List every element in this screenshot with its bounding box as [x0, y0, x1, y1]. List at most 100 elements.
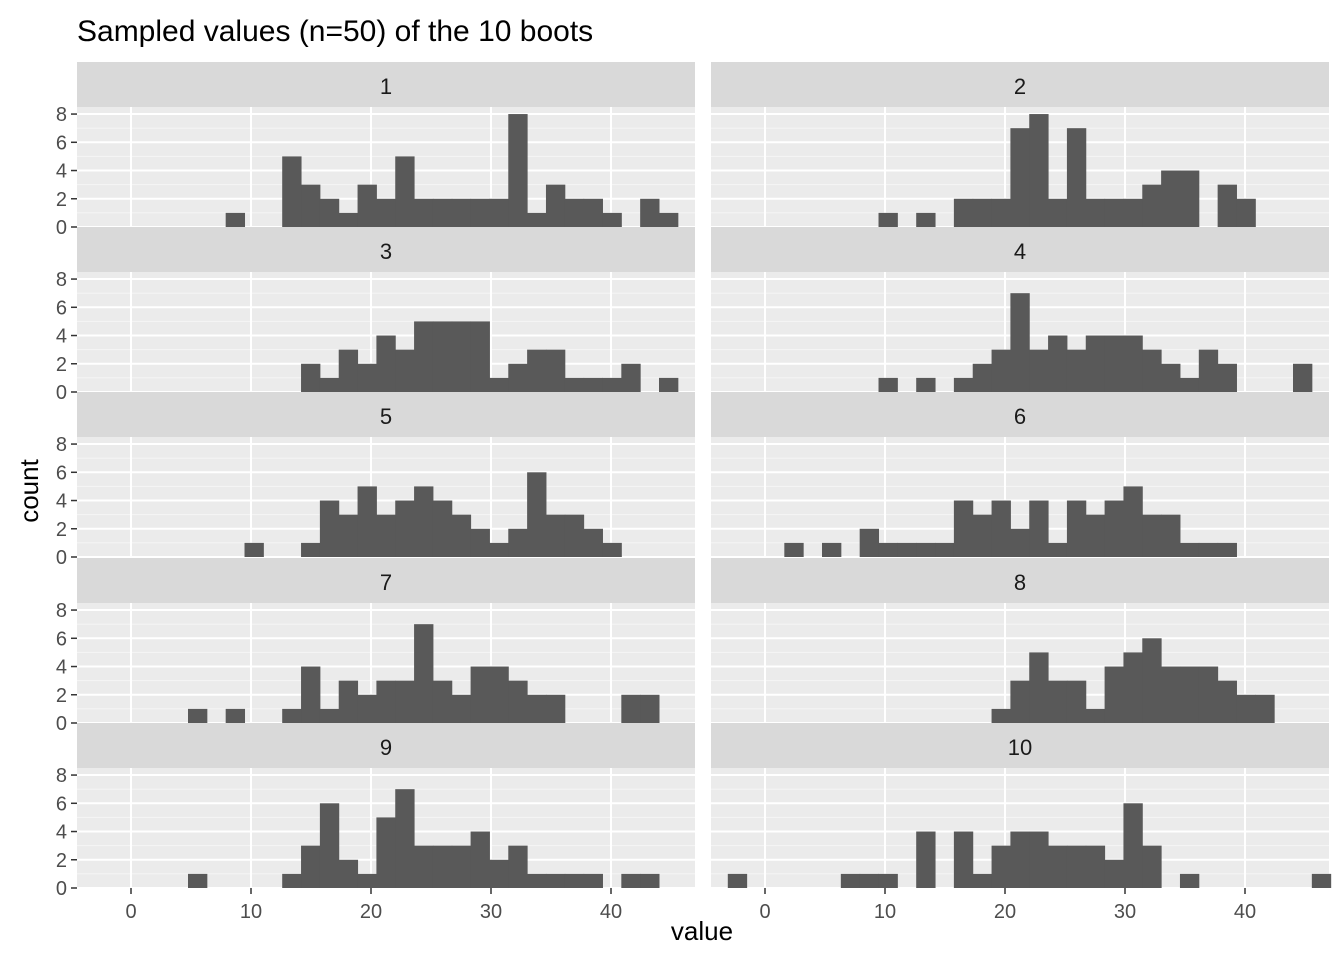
y-axis-label: count [14, 458, 44, 522]
histogram-bar [451, 694, 472, 723]
histogram-bar [1048, 198, 1068, 227]
facet-strip-label: 4 [1014, 239, 1026, 264]
histogram-bar [1217, 363, 1237, 392]
chart-title: Sampled values (n=50) of the 10 boots [77, 15, 593, 48]
histogram-bar [972, 363, 993, 392]
facet-strip [711, 227, 1329, 272]
histogram-bar [527, 472, 547, 557]
histogram-bar [338, 514, 359, 557]
histogram-bar [395, 789, 415, 888]
facet-strip-label: 3 [380, 239, 392, 264]
histogram-bar [1085, 198, 1106, 227]
histogram-bar [414, 486, 434, 557]
x-tick-label: 10 [874, 901, 896, 923]
y-tick-label: 8 [56, 269, 67, 291]
histogram-bar [1123, 335, 1143, 392]
histogram-bar [301, 845, 321, 888]
histogram-bar [859, 873, 880, 888]
histogram-bar [1048, 845, 1068, 888]
histogram-bar [1010, 831, 1030, 888]
histogram-bar [1293, 363, 1313, 392]
y-tick-label: 2 [56, 519, 67, 541]
histogram-bar [470, 198, 490, 227]
histogram-bar [508, 680, 528, 723]
histogram-bar [1236, 198, 1256, 227]
histogram-bar [1142, 349, 1162, 392]
histogram-bar [640, 694, 660, 723]
histogram-bar [1123, 652, 1143, 723]
facet-panel-9: 9 0 2 4 6 8 0 10 20 30 40 [56, 723, 695, 923]
histogram-bar [1029, 114, 1049, 227]
histogram-bar [489, 859, 509, 888]
y-tick-label: 8 [56, 104, 67, 126]
histogram-bar [972, 198, 993, 227]
histogram-bar [338, 212, 359, 227]
histogram-bar [916, 377, 936, 392]
y-tick-label: 0 [56, 878, 67, 900]
histogram-bar [545, 514, 566, 557]
histogram-bar [225, 708, 246, 723]
histogram-bar [432, 845, 453, 888]
histogram-bar [432, 198, 453, 227]
histogram-bar [564, 198, 585, 227]
histogram-bar [991, 349, 1011, 392]
histogram-bar [784, 542, 804, 557]
histogram-bar [414, 845, 434, 888]
histogram-bar [508, 363, 528, 392]
histogram-bar [282, 156, 302, 227]
histogram-bar [376, 514, 396, 557]
histogram-bar [1029, 349, 1049, 392]
histogram-bar [527, 212, 547, 227]
histogram-bar [1085, 845, 1106, 888]
histogram-bar [451, 514, 472, 557]
facet-strip [77, 723, 695, 768]
histogram-bar [1179, 170, 1200, 227]
histogram-bar [659, 377, 679, 392]
histogram-bar [621, 694, 641, 723]
histogram-bar [1010, 128, 1030, 227]
histogram-bar [1311, 873, 1332, 888]
histogram-bar [583, 873, 603, 888]
histogram-bar [1029, 500, 1049, 557]
y-tick-label: 0 [56, 547, 67, 569]
histogram-bar [1236, 694, 1256, 723]
histogram-bar [1179, 873, 1200, 888]
y-tick-label: 6 [56, 793, 67, 815]
y-tick-label: 2 [56, 354, 67, 376]
histogram-bar [1123, 486, 1143, 557]
facet-panel-6: 6 [711, 392, 1329, 558]
y-tick-label: 6 [56, 628, 67, 650]
x-tick-label: 0 [759, 901, 770, 923]
histogram-bar [564, 514, 585, 557]
histogram-bar [1255, 694, 1275, 723]
histogram-bar [1010, 293, 1030, 392]
histogram-bar [991, 500, 1011, 557]
histogram-bar [301, 666, 321, 723]
histogram-bar [282, 873, 302, 888]
histogram-bar [1048, 335, 1068, 392]
histogram-bar [188, 708, 208, 723]
y-tick-label: 0 [56, 713, 67, 735]
y-tick-label: 4 [56, 822, 67, 844]
y-tick-label: 6 [56, 462, 67, 484]
histogram-bar [338, 680, 359, 723]
histogram-bar [1179, 666, 1200, 723]
y-tick-label: 0 [56, 382, 67, 404]
histogram-bar [953, 377, 974, 392]
facet-strip [77, 227, 695, 272]
histogram-bar [1085, 335, 1106, 392]
histogram-bar [583, 377, 603, 392]
histogram-bar [1104, 500, 1124, 557]
histogram-bar [470, 831, 490, 888]
histogram-bar [916, 542, 936, 557]
histogram-bar [916, 212, 936, 227]
histogram-bar [376, 198, 396, 227]
facet-strip-label: 2 [1014, 74, 1026, 99]
histogram-bar [357, 873, 377, 888]
histogram-bar [1010, 528, 1030, 557]
histogram-bar [395, 680, 415, 723]
histogram-bar [878, 873, 898, 888]
histogram-bar [602, 377, 622, 392]
histogram-bar [545, 349, 566, 392]
